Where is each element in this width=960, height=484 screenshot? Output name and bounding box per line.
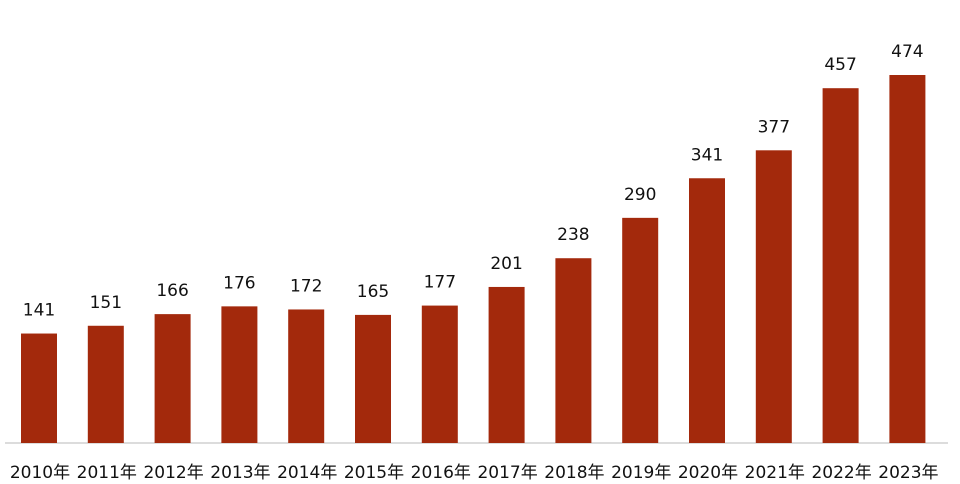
value-label: 377 — [758, 117, 790, 137]
value-label: 238 — [557, 225, 589, 245]
x-tick-label: 2020年 — [678, 463, 738, 483]
bar — [689, 178, 725, 443]
bar — [889, 75, 926, 443]
bar — [221, 306, 258, 443]
bar — [21, 333, 57, 443]
x-tick-label: 2023年 — [878, 463, 938, 483]
x-tick-label: 2016年 — [411, 463, 471, 483]
value-label: 341 — [691, 145, 723, 165]
value-label: 201 — [490, 254, 522, 274]
x-tick-label: 2013年 — [210, 463, 270, 483]
x-tick-label: 2010年 — [10, 463, 70, 483]
bar — [288, 309, 325, 443]
bar — [421, 305, 458, 443]
value-label: 141 — [23, 301, 55, 321]
x-tick-label: 2015年 — [344, 463, 404, 483]
bar — [488, 286, 525, 443]
x-tick-label: 2012年 — [143, 463, 203, 483]
bar — [822, 88, 859, 444]
x-tick-label: 2018年 — [544, 463, 604, 483]
x-tick-label: 2022年 — [811, 463, 871, 483]
value-label: 166 — [156, 281, 188, 301]
value-label: 474 — [891, 42, 923, 62]
bar — [622, 217, 659, 443]
bar — [154, 314, 191, 443]
value-label: 176 — [223, 273, 255, 293]
bar — [87, 325, 124, 443]
bar — [755, 150, 792, 443]
value-label: 151 — [90, 293, 122, 313]
x-tick-label: 2011年 — [77, 463, 137, 483]
value-label: 165 — [357, 282, 389, 302]
value-label: 457 — [824, 55, 856, 75]
bar — [355, 314, 391, 443]
value-label: 177 — [424, 273, 456, 293]
x-tick-label: 2014年 — [277, 463, 337, 483]
value-label: 290 — [624, 185, 656, 205]
x-tick-label: 2021年 — [745, 463, 805, 483]
value-label: 172 — [290, 276, 322, 296]
x-tick-label: 2017年 — [477, 463, 537, 483]
x-tick-label: 2019年 — [611, 463, 671, 483]
bar — [555, 258, 592, 443]
